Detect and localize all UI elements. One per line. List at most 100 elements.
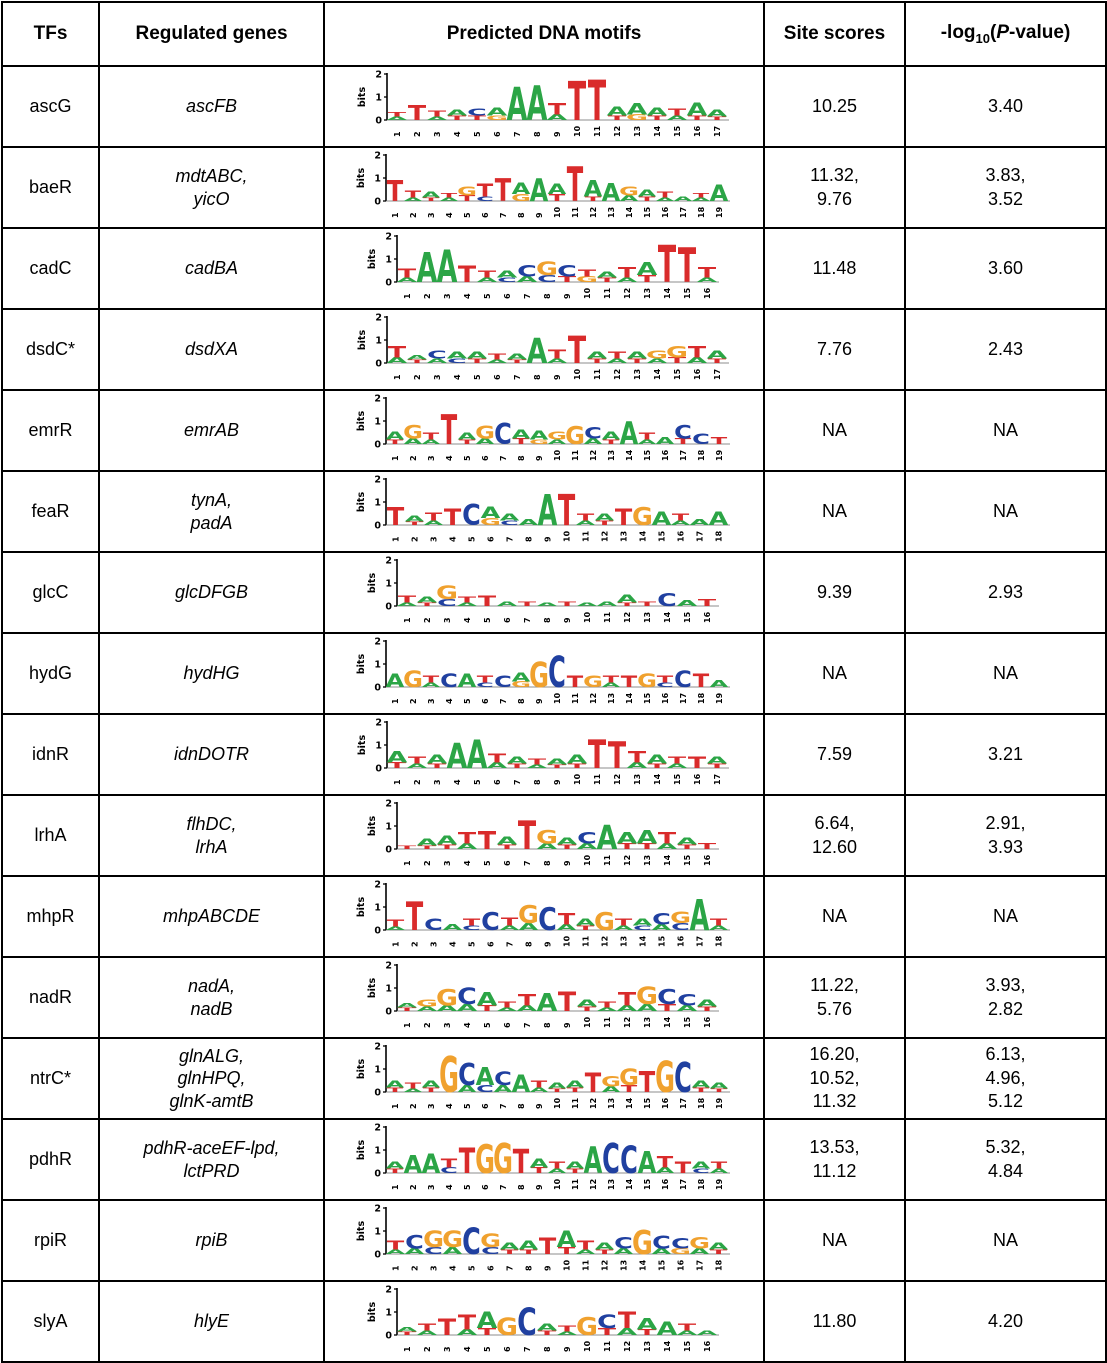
logo-letter-T: T xyxy=(477,181,494,201)
logo-y-tick-label: 0 xyxy=(375,359,382,370)
tf-name-cell: pdhR xyxy=(1,1118,100,1201)
logo-x-tick-label: 17 xyxy=(713,126,722,137)
logo-letter-C: C xyxy=(656,682,674,689)
logo-x-tick-label: 7 xyxy=(499,212,508,218)
logo-y-axis-label: bits xyxy=(356,1221,367,1242)
logo-x-tick-label: 14 xyxy=(663,854,672,866)
sequence-logo: bits012T1AT2TA3AT4TG5CT6T7GA8A9TA10T11TA… xyxy=(356,151,730,218)
logo-letter-A: A xyxy=(667,114,688,121)
logo-letter-A: A xyxy=(656,1166,675,1175)
cell-line: yicO xyxy=(193,188,230,209)
logo-y-tick-label: 2 xyxy=(385,232,392,243)
logo-x-tick-label: 15 xyxy=(658,1259,667,1271)
site-scores-cell: NA xyxy=(763,389,906,472)
cell-line: 10.25 xyxy=(811,95,858,116)
logo-letter-T: T xyxy=(693,670,710,692)
logo-x-tick-label: 19 xyxy=(715,449,724,461)
logo-y-tick-label: 1 xyxy=(374,417,381,428)
logo-x-tick-label: 1 xyxy=(403,1022,412,1028)
logo-letter-T: T xyxy=(438,1314,457,1340)
logo-letter-G: G xyxy=(619,1066,639,1091)
logo-letter-T: T xyxy=(408,754,427,765)
logo-x-tick-label: 6 xyxy=(481,698,490,704)
table-row: nadR nadA, nadB bits 0 1 2 T A 1 A G 2 A G 3 A C 4 T A 5 A T 6 A T… xyxy=(1,956,1107,1039)
logo-letter-A: A xyxy=(637,1316,658,1334)
logo-x-tick-label: 2 xyxy=(411,1265,420,1271)
logo-x-tick-label: 14 xyxy=(625,449,634,461)
logo-x-tick-label: 17 xyxy=(679,1179,688,1190)
logo-letter-C: C xyxy=(424,1245,443,1256)
logo-letter-T: T xyxy=(441,1155,459,1170)
logo-x-tick-label: 15 xyxy=(673,125,682,137)
logo-x-tick-label: 15 xyxy=(643,1097,652,1109)
logo-letter-A: A xyxy=(537,1321,558,1332)
logo-letter-A: A xyxy=(481,503,501,522)
logo-letter-T: T xyxy=(539,1234,557,1260)
logo-letter-A: A xyxy=(507,352,529,361)
logo-x-tick-label: 15 xyxy=(658,935,667,947)
logo-letter-A: A xyxy=(692,1160,712,1171)
pvalue-cell: NA xyxy=(904,470,1107,553)
logo-letter-G: G xyxy=(518,899,539,929)
cell-line: 11.22, xyxy=(810,975,859,996)
logo-y-tick-label: 1 xyxy=(374,1065,381,1076)
tf-name-cell: emrR xyxy=(1,389,100,472)
col-header-tfs: TFs xyxy=(1,1,100,67)
logo-x-tick-label: 12 xyxy=(623,288,632,299)
logo-x-tick-label: 12 xyxy=(589,1179,598,1190)
logo-letter-A: A xyxy=(517,275,539,284)
pvalue-cell: 3.60 xyxy=(904,227,1107,310)
regulated-genes-cell: cadBA xyxy=(98,227,325,310)
logo-letter-G: G xyxy=(536,826,558,848)
logo-x-tick-label: 1 xyxy=(403,860,412,866)
logo-letter-A: A xyxy=(386,926,407,931)
logo-x-tick-label: 4 xyxy=(463,1022,472,1028)
logo-x-tick-label: 4 xyxy=(453,779,462,785)
logo-letter-A: A xyxy=(397,1326,418,1333)
logo-letter-A: A xyxy=(487,105,508,118)
logo-x-tick-label: 10 xyxy=(583,611,592,623)
logo-x-tick-label: 15 xyxy=(673,773,682,785)
logo-letter-A: A xyxy=(687,356,709,365)
cell-line: mdtABC, xyxy=(175,166,248,186)
logo-x-tick-label: 4 xyxy=(445,1103,454,1109)
logo-x-tick-label: 2 xyxy=(423,1346,432,1352)
logo-letter-A: A xyxy=(437,833,459,847)
logo-x-tick-label: 12 xyxy=(623,1017,632,1028)
logo-x-tick-label: 7 xyxy=(523,293,532,299)
logo-x-tick-label: 8 xyxy=(525,941,534,947)
table-row: mhpR mhpABCDE bits 0 1 2 A T 1 T 2 C 3 A 4 C T 5 C 6 A T 7 A G 8 C… xyxy=(1,875,1107,958)
logo-letter-T: T xyxy=(688,754,706,772)
logo-letter-A: A xyxy=(627,761,649,770)
pvalue-cell: NA xyxy=(904,632,1107,715)
logo-y-tick-label: 2 xyxy=(374,1204,381,1215)
cell-line: dsdXA xyxy=(184,339,239,360)
logo-letter-T: T xyxy=(387,1087,403,1094)
tf-name-cell: mhpR xyxy=(1,875,100,958)
logo-letter-T: T xyxy=(513,437,530,446)
logo-x-tick-label: 10 xyxy=(583,1016,592,1028)
logo-x-tick-label: 11 xyxy=(571,206,580,218)
logo-x-tick-label: 11 xyxy=(603,854,612,866)
logo-y-tick-label: 1 xyxy=(375,336,382,347)
logo-x-tick-label: 8 xyxy=(543,1022,552,1028)
logo-letter-G: G xyxy=(670,1247,691,1256)
dna-motif-cell: bits 0 1 2 T 1 T A 2 A T 3 T 4 C 5 G A 6 C A 7 A 8 A 9 T 10 A T 11 T A 12… xyxy=(323,470,765,553)
cell-line: 2.93 xyxy=(987,581,1024,602)
logo-x-tick-label: 1 xyxy=(403,1346,412,1352)
logo-letter-A: A xyxy=(519,921,539,932)
logo-letter-A: A xyxy=(548,181,568,197)
logo-x-tick-label: 12 xyxy=(613,126,622,137)
logo-letter-A: A xyxy=(477,276,498,283)
tf-name-cell: lrhA xyxy=(1,794,100,877)
logo-letter-T: T xyxy=(388,344,406,362)
logo-letter-A: A xyxy=(477,1307,498,1333)
logo-x-tick-label: 14 xyxy=(639,935,648,947)
logo-letter-A: A xyxy=(677,599,699,608)
logo-letter-A: A xyxy=(607,357,628,364)
logo-x-tick-label: 4 xyxy=(445,212,454,218)
logo-x-tick-label: 6 xyxy=(503,1022,512,1028)
logo-letter-A: A xyxy=(476,1062,495,1092)
logo-letter-T: T xyxy=(567,1168,583,1175)
logo-letter-T: T xyxy=(458,595,477,604)
